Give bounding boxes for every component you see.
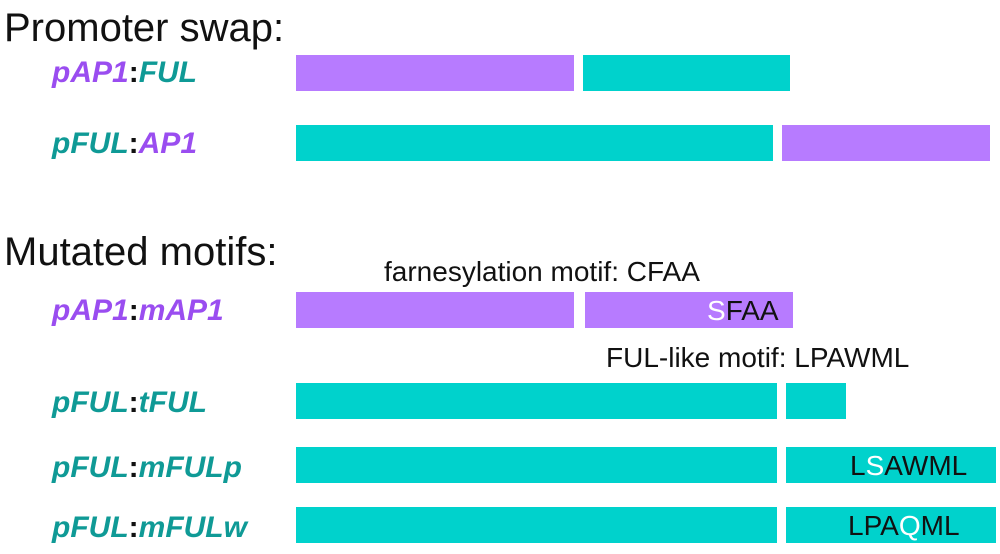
segment-pap1-map1-1 xyxy=(296,292,574,328)
gene-name: mFULw xyxy=(138,511,247,544)
construct-colon: : xyxy=(128,511,139,544)
farnesylation-mutated-sequence: SFAA xyxy=(707,297,779,325)
promoter-name: pFUL xyxy=(52,511,129,544)
segment-pful-ap1-1 xyxy=(296,125,773,161)
gene-name: AP1 xyxy=(138,127,197,160)
segment-pap1-ful-2 xyxy=(583,55,790,91)
construct-label-pful-ap1: pFUL:AP1 xyxy=(52,129,197,159)
sequence-suffix: FAA xyxy=(725,295,779,326)
promoter-name: pAP1 xyxy=(52,294,129,327)
farnesylation-motif-note: farnesylation motif: CFAA xyxy=(384,256,700,287)
ful-like-mutated-sequence-w: LPAQML xyxy=(848,512,960,540)
segment-pful-mfulw-1 xyxy=(296,507,777,543)
segment-pful-tful-2 xyxy=(786,383,846,419)
ful-like-mutated-sequence-p: LSAWML xyxy=(850,452,967,480)
mutated-residue: Q xyxy=(898,510,921,541)
sequence-suffix: AWML xyxy=(884,450,968,481)
segment-pap1-map1-2 xyxy=(585,292,793,328)
promoter-swap-heading: Promoter swap: xyxy=(4,6,285,50)
promoter-name: pFUL xyxy=(52,451,129,484)
sequence-prefix: LPA xyxy=(848,510,899,541)
construct-label-pap1-map1: pAP1:mAP1 xyxy=(52,296,224,326)
construct-label-pful-mfulw: pFUL:mFULw xyxy=(52,513,247,543)
segment-pful-ap1-2 xyxy=(782,125,990,161)
promoter-name: pAP1 xyxy=(52,56,129,89)
construct-colon: : xyxy=(128,127,139,160)
segment-pful-mfulw-2 xyxy=(786,507,996,543)
segment-pful-mfulp-2 xyxy=(786,447,996,483)
gene-name: tFUL xyxy=(138,386,207,419)
mutated-motifs-heading: Mutated motifs: xyxy=(4,230,278,274)
ful-like-motif-note: FUL-like motif: LPAWML xyxy=(606,342,910,373)
mutated-residue: S xyxy=(865,450,885,481)
segment-pap1-ful-1 xyxy=(296,55,574,91)
sequence-suffix: ML xyxy=(920,510,960,541)
gene-name: mFULp xyxy=(138,451,242,484)
construct-label-pful-tful: pFUL:tFUL xyxy=(52,388,207,418)
segment-pful-tful-1 xyxy=(296,383,777,419)
sequence-prefix: L xyxy=(850,450,866,481)
construct-colon: : xyxy=(128,294,139,327)
promoter-name: pFUL xyxy=(52,386,129,419)
gene-name: mAP1 xyxy=(138,294,224,327)
construct-label-pap1-ful: pAP1:FUL xyxy=(52,58,197,88)
gene-name: FUL xyxy=(138,56,198,89)
construct-colon: : xyxy=(128,56,139,89)
construct-colon: : xyxy=(128,451,139,484)
construct-colon: : xyxy=(128,386,139,419)
mutated-residue: S xyxy=(707,295,726,326)
segment-pful-mfulp-1 xyxy=(296,447,777,483)
construct-label-pful-mfulp: pFUL:mFULp xyxy=(52,453,242,483)
promoter-name: pFUL xyxy=(52,127,129,160)
